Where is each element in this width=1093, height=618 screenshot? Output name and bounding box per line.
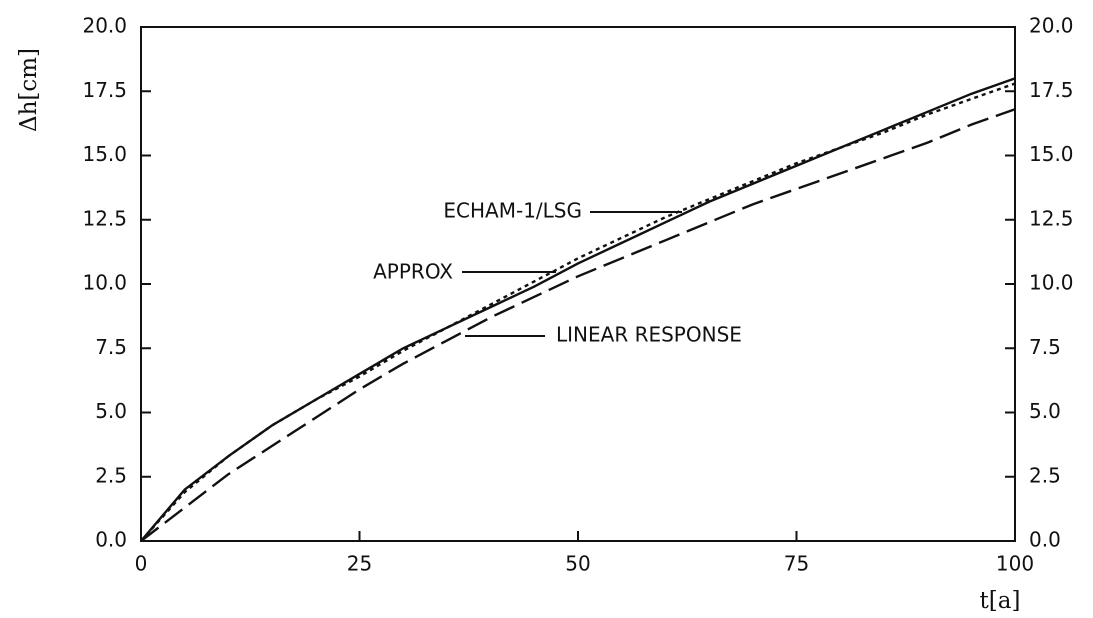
series-label: APPROX <box>373 260 453 284</box>
x-tick-label: 100 <box>996 552 1034 576</box>
x-tick-label: 25 <box>347 552 372 576</box>
y-tick-label: 12.5 <box>82 206 127 230</box>
y2-tick-label: 5.0 <box>1029 399 1061 423</box>
series-line <box>140 77 1016 542</box>
x-tick-label: 75 <box>784 552 809 576</box>
y2-tick-label: 7.5 <box>1029 335 1061 359</box>
y2-tick-label: 12.5 <box>1029 206 1074 230</box>
y-tick-label: 2.5 <box>95 463 127 487</box>
y2-tick-label: 10.0 <box>1029 271 1074 295</box>
x-tick-label: 50 <box>565 552 590 576</box>
y2-tick-label: 2.5 <box>1029 463 1061 487</box>
x-axis-label: t[a] <box>980 588 1021 614</box>
series-label: LINEAR RESPONSE <box>556 323 742 347</box>
y-tick-label: 17.5 <box>82 78 127 102</box>
x-tick-label: 0 <box>135 552 148 576</box>
y-axis-label: Δh[cm] <box>16 48 42 132</box>
series-label: ECHAM-1/LSG <box>443 199 582 223</box>
series-line <box>140 108 1016 542</box>
y-tick-label: 0.0 <box>95 528 127 552</box>
y-tick-label: 5.0 <box>95 399 127 423</box>
series-line <box>140 82 1016 542</box>
y-tick-label: 20.0 <box>82 14 127 38</box>
y2-tick-label: 0.0 <box>1029 528 1061 552</box>
y2-tick-label: 15.0 <box>1029 142 1074 166</box>
plot-frame <box>140 26 1016 542</box>
y-tick-label: 7.5 <box>95 335 127 359</box>
y-tick-label: 10.0 <box>82 271 127 295</box>
y2-tick-label: 17.5 <box>1029 78 1074 102</box>
y2-tick-label: 20.0 <box>1029 14 1074 38</box>
y-tick-label: 15.0 <box>82 142 127 166</box>
